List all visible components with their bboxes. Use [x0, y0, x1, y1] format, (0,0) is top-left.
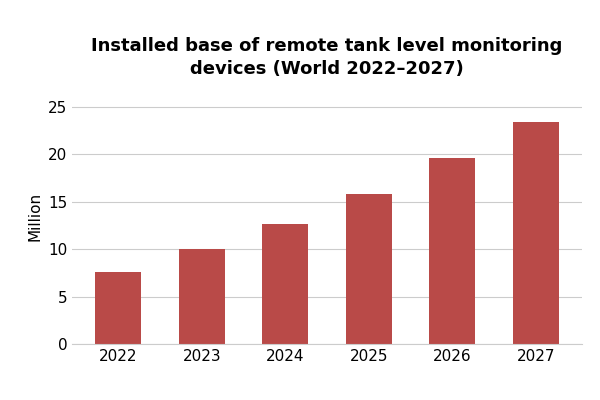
Bar	[262, 224, 308, 344]
Y-axis label: Million: Million	[28, 192, 43, 240]
Bar	[95, 272, 141, 344]
Bar	[430, 158, 475, 344]
Bar	[179, 249, 224, 344]
Bar	[513, 122, 559, 344]
Title: Installed base of remote tank level monitoring
devices (World 2022–2027): Installed base of remote tank level moni…	[91, 36, 563, 78]
Bar	[346, 194, 392, 344]
